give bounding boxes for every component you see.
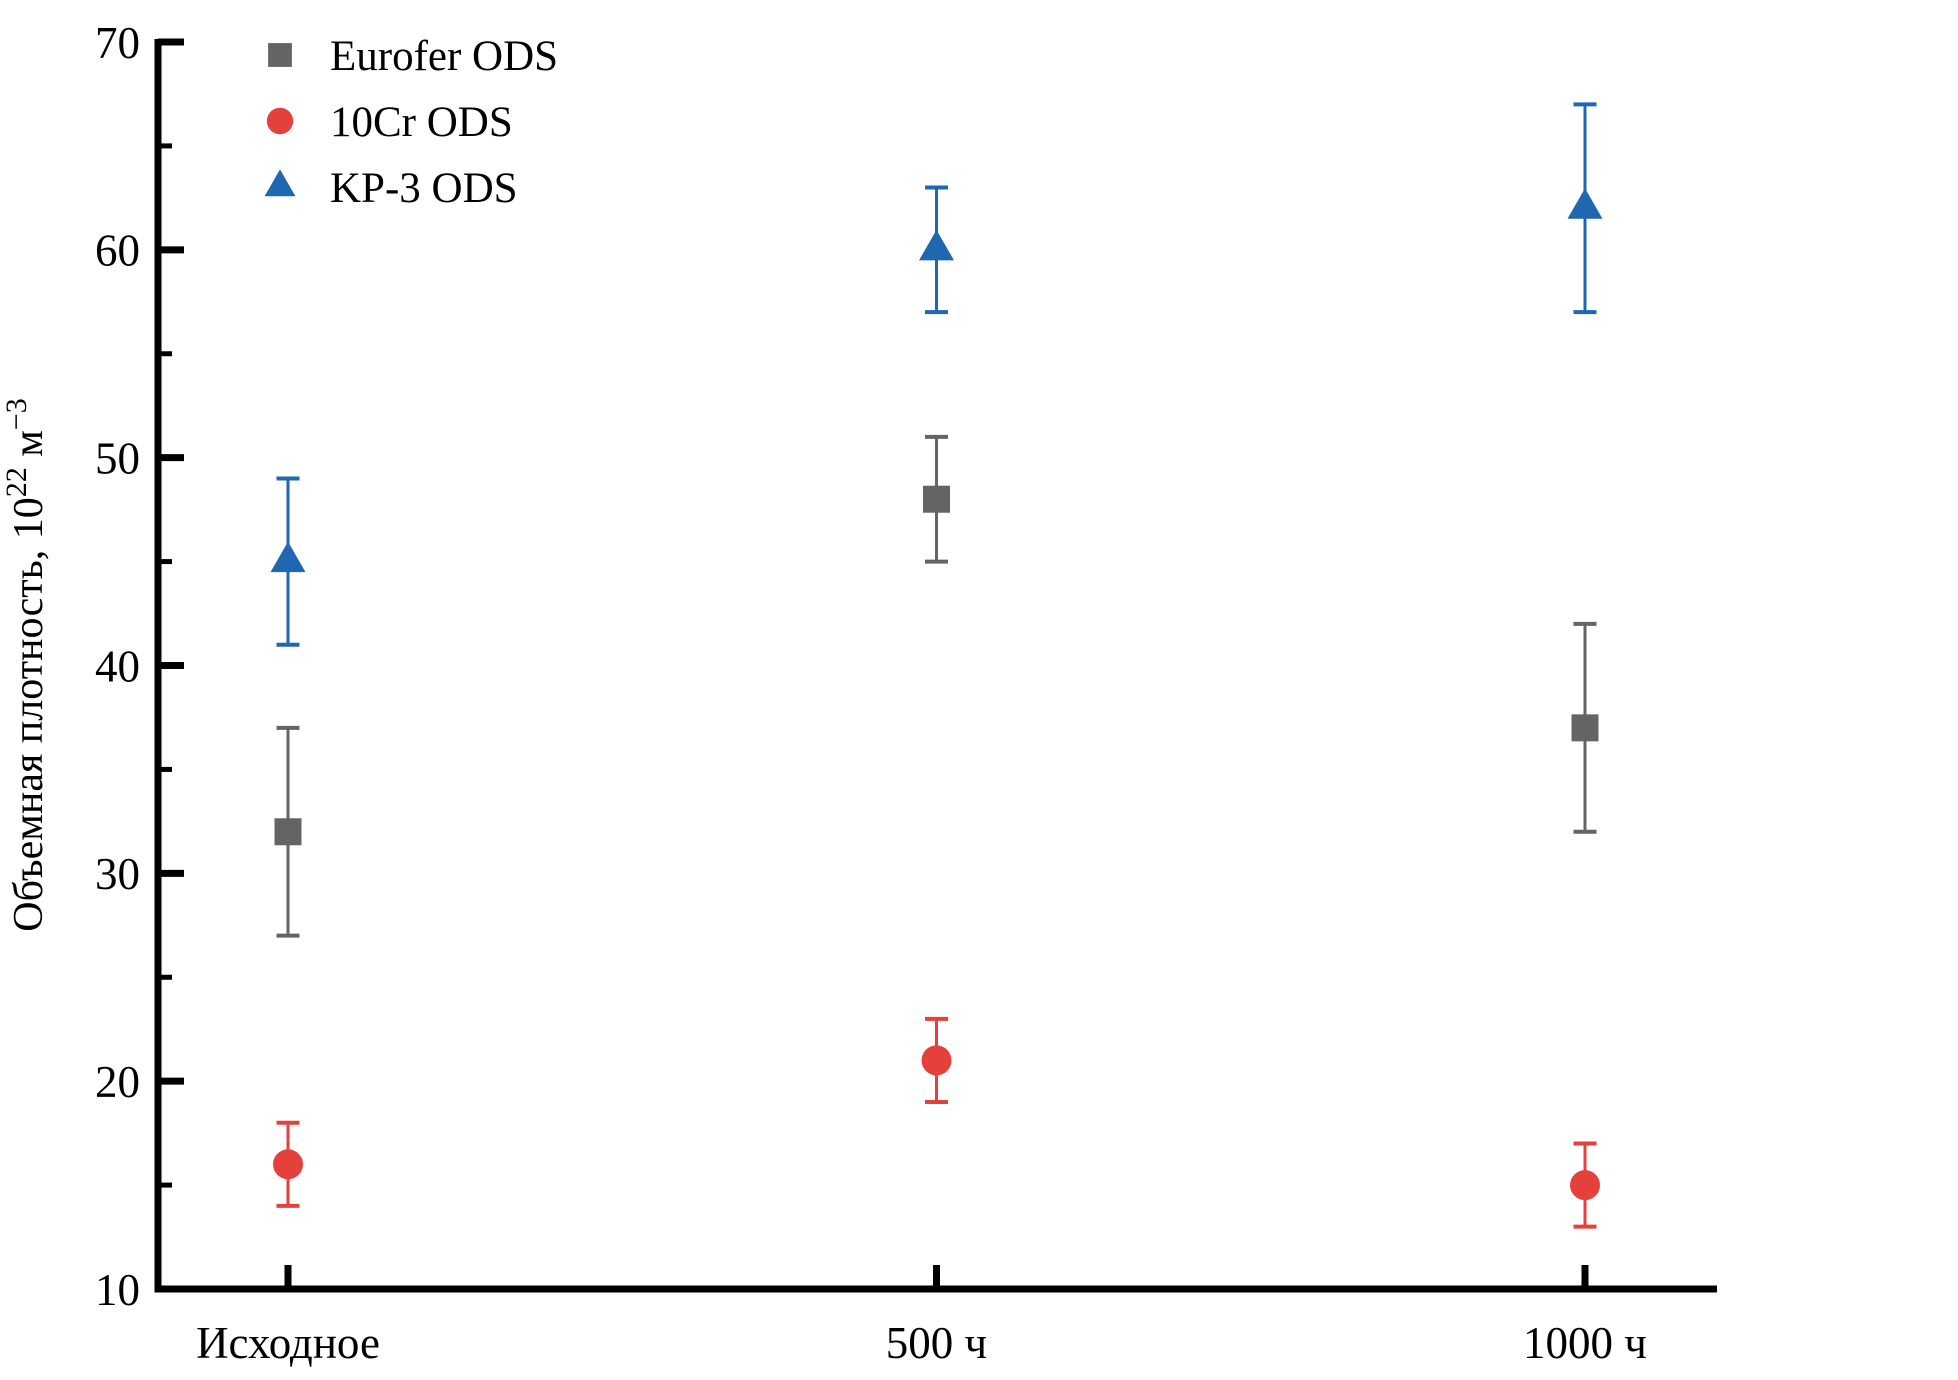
y-axis-title-text: Объемная плотность, 10 xyxy=(6,497,52,931)
legend-label: KP-3 ODS xyxy=(330,165,518,212)
x-tick-label: 1000 ч xyxy=(1523,1318,1647,1368)
y-tick-label: 20 xyxy=(95,1057,140,1107)
square-marker xyxy=(268,43,292,67)
legend-label: Eurofer ODS xyxy=(330,33,558,80)
y-tick-label: 60 xyxy=(95,226,140,276)
legend-item: Eurofer ODS xyxy=(268,33,558,80)
x-axis: Исходное 500 ч 1000 ч xyxy=(196,1265,1647,1368)
triangle-marker xyxy=(1567,188,1603,219)
data-point xyxy=(923,434,950,564)
triangle-marker xyxy=(270,541,306,573)
data-point xyxy=(919,185,954,315)
legend-label: 10Cr ODS xyxy=(330,99,513,146)
y-tick-label: 10 xyxy=(95,1265,140,1315)
series-10cr-ods xyxy=(273,1016,1600,1229)
triangle-marker xyxy=(264,169,296,197)
data-point xyxy=(274,725,302,938)
y-axis-title-superscript: −3 xyxy=(0,398,33,430)
legend: Eurofer ODS 10Cr ODS KP-3 ODS xyxy=(264,33,558,212)
y-tick-label: 50 xyxy=(95,433,140,483)
x-tick-label: Исходное xyxy=(196,1318,380,1368)
y-axis-title-superscript: 22 xyxy=(0,467,33,497)
y-tick-label: 40 xyxy=(95,641,140,691)
square-marker xyxy=(274,818,302,846)
data-point xyxy=(921,1016,952,1104)
circle-marker xyxy=(1570,1170,1600,1201)
data-point xyxy=(1570,1141,1600,1229)
circle-marker xyxy=(273,1149,303,1180)
square-marker xyxy=(1571,714,1599,742)
y-tick-label: 70 xyxy=(95,18,140,68)
data-point xyxy=(1567,102,1603,315)
y-tick-label: 30 xyxy=(95,849,140,899)
data-point xyxy=(273,1120,303,1208)
legend-item: KP-3 ODS xyxy=(264,165,518,212)
y-axis-title: Объемная плотность, 1022 м−3 xyxy=(0,398,52,931)
y-axis-title-text: м xyxy=(6,430,52,467)
circle-marker xyxy=(921,1045,952,1076)
square-marker xyxy=(923,485,950,513)
x-tick-label: 500 ч xyxy=(886,1318,987,1368)
legend-item: 10Cr ODS xyxy=(266,99,513,146)
data-point xyxy=(270,476,306,647)
triangle-marker xyxy=(919,229,954,261)
series-kp-3-ods xyxy=(270,102,1603,647)
y-axis: 70 60 50 40 30 20 10 xyxy=(95,18,184,1315)
circle-marker xyxy=(266,107,294,135)
data-point xyxy=(1571,621,1599,834)
series-eurofer-ods xyxy=(274,434,1599,938)
